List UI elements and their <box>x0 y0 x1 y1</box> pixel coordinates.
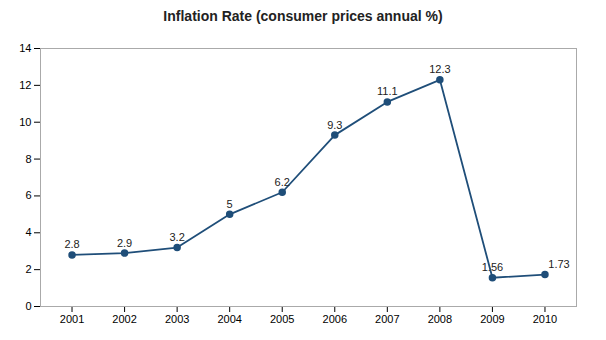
svg-text:6.2: 6.2 <box>275 176 290 188</box>
html-text:Inflation Rate (consumer price: Inflation Rate (consumer prices annual %… <box>163 8 443 24</box>
svg-text:2010: 2010 <box>533 313 557 325</box>
svg-text:4: 4 <box>25 226 31 238</box>
svg-text:14: 14 <box>19 42 31 54</box>
svg-text:12: 12 <box>19 79 31 91</box>
svg-text:2003: 2003 <box>165 313 189 325</box>
svg-text:11.1: 11.1 <box>377 85 398 97</box>
svg-text:1.56: 1.56 <box>482 261 503 273</box>
svg-text:2007: 2007 <box>375 313 399 325</box>
svg-text:2009: 2009 <box>480 313 504 325</box>
svg-text:2: 2 <box>25 263 31 275</box>
svg-text:2.9: 2.9 <box>117 237 132 249</box>
svg-text:2001: 2001 <box>60 313 84 325</box>
svg-text:3.2: 3.2 <box>169 231 184 243</box>
svg-text:6: 6 <box>25 189 31 201</box>
svg-text:2006: 2006 <box>323 313 347 325</box>
svg-text:2008: 2008 <box>428 313 452 325</box>
svg-text:9.3: 9.3 <box>327 119 342 131</box>
svg-text:8: 8 <box>25 153 31 165</box>
svg-text:5: 5 <box>227 198 233 210</box>
svg-text:10: 10 <box>19 116 31 128</box>
svg-text:0: 0 <box>25 300 31 312</box>
svg-text:2004: 2004 <box>217 313 241 325</box>
svg-text:2.8: 2.8 <box>64 238 79 250</box>
svg-text:12.3: 12.3 <box>429 63 450 75</box>
svg-text:2002: 2002 <box>112 313 136 325</box>
svg-text:1.73: 1.73 <box>548 258 569 270</box>
svg-text:2005: 2005 <box>270 313 294 325</box>
